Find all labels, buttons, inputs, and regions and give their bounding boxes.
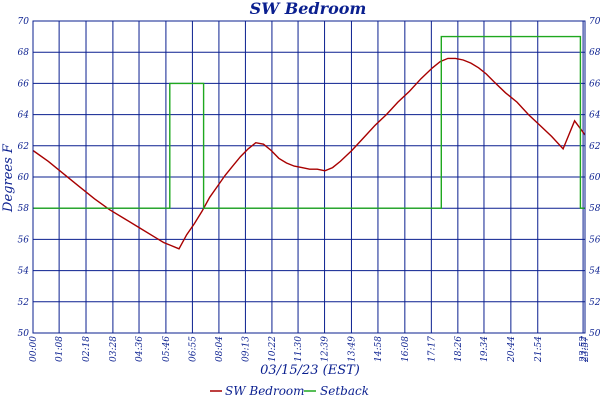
y-tick-label: 60 — [18, 173, 30, 183]
y-tick-label: 50 — [18, 329, 30, 339]
x-tick-label: 00:00 — [29, 336, 39, 362]
y-tick-label: 52 — [18, 298, 30, 308]
y-tick-label: 66 — [18, 79, 30, 89]
x-tick-label: 14:58 — [374, 336, 384, 362]
y-tick-label: 56 — [18, 235, 30, 245]
x-tick-label: 13:49 — [347, 336, 357, 362]
y-tick-label-right: 54 — [589, 267, 600, 277]
x-tick-label: 19:34 — [480, 336, 490, 362]
y-tick-label-right: 56 — [589, 235, 600, 245]
x-tick-label: 08:04 — [215, 336, 225, 362]
y-tick-label-right: 58 — [589, 204, 600, 214]
x-tick-label: 18:26 — [454, 336, 464, 362]
x-tick-label: 20:44 — [507, 336, 517, 363]
y-tick-label-right: 60 — [589, 173, 600, 183]
series-layer — [32, 35, 586, 250]
grid — [32, 20, 586, 334]
x-tick-label: 11:30 — [294, 336, 304, 362]
y-tick-label-right: 70 — [589, 17, 600, 27]
x-tick-label: 01:08 — [55, 336, 65, 362]
x-tick-label: 23:52 — [579, 336, 589, 363]
series-line-setback — [33, 35, 585, 209]
y-tick-label: 68 — [18, 48, 30, 58]
y-tick-label: 70 — [18, 17, 30, 27]
x-tick-label: 23:57 — [581, 336, 591, 363]
chart-title: SW Bedroom — [250, 0, 367, 18]
x-tick-label: 02:18 — [82, 336, 92, 362]
y-tick-labels-right: 50 52 54 56 58 60 62 64 66 68 70 — [589, 17, 600, 339]
y-tick-label: 62 — [18, 142, 30, 152]
plot-frame — [32, 20, 586, 334]
y-tick-labels-left: 50 52 54 56 58 60 62 64 66 68 70 — [18, 17, 30, 339]
y-tick-label: 58 — [18, 204, 30, 214]
y-axis-title: Degrees F — [1, 143, 16, 213]
x-tick-label: 10:22 — [268, 336, 278, 362]
x-tick-label: 03:28 — [109, 336, 119, 362]
x-tick-label: 06:55 — [188, 336, 198, 362]
legend-label-sw-bedroom: SW Bedroom — [225, 384, 305, 398]
y-tick-label-right: 52 — [589, 298, 600, 308]
x-tick-label: 09:13 — [241, 336, 251, 362]
y-tick-label-right: 62 — [589, 142, 600, 152]
x-tick-labels: 00:00 01:08 02:18 03:28 04:36 05:46 06:55 08:04… — [29, 336, 591, 363]
y-tick-label-right: 68 — [589, 48, 600, 58]
y-tick-label: 54 — [18, 267, 30, 277]
series-line-sw-bedroom — [32, 57, 586, 250]
y-tick-label-right: 50 — [589, 329, 600, 339]
y-tick-label: 64 — [18, 111, 30, 121]
x-tick-label: 12:39 — [321, 336, 331, 362]
y-tick-label-right: 64 — [589, 111, 600, 121]
x-tick-label: 04:36 — [135, 336, 145, 362]
legend: SW Bedroom Setback — [210, 384, 369, 398]
legend-label-setback: Setback — [320, 384, 369, 398]
x-tick-label: 05:46 — [162, 336, 172, 362]
y-tick-label-right: 66 — [589, 79, 600, 89]
x-axis-title: 03/15/23 (EST) — [260, 363, 360, 378]
x-tick-label: 17:17 — [427, 336, 437, 362]
x-tick-label: 21:54 — [534, 336, 544, 363]
x-tick-label: 16:08 — [401, 336, 411, 362]
